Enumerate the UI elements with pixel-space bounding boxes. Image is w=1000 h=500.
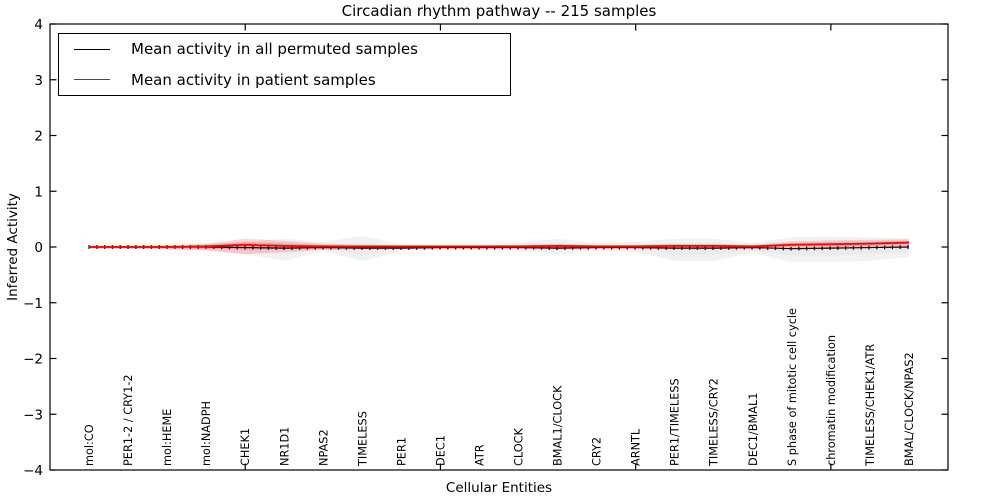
entity-label: PER1-2 / CRY1-2 bbox=[122, 374, 135, 466]
y-tick-label: −1 bbox=[23, 296, 43, 312]
y-tick-label: 0 bbox=[34, 240, 43, 256]
entity-label: mol:HEME bbox=[161, 409, 174, 466]
entity-label: CLOCK bbox=[513, 427, 526, 466]
entity-label: TIMELESS bbox=[356, 411, 369, 467]
y-tick-label: −2 bbox=[23, 352, 43, 368]
permuted-line-swatch bbox=[74, 48, 110, 50]
y-tick-label: −3 bbox=[23, 407, 43, 423]
entity-label: S phase of mitotic cell cycle bbox=[786, 308, 799, 466]
y-tick-label: 1 bbox=[34, 184, 43, 200]
entity-label: DEC1 bbox=[434, 435, 447, 466]
y-tick-label: 4 bbox=[34, 17, 43, 33]
entity-label: NPAS2 bbox=[317, 429, 330, 466]
legend-label-permuted: Mean activity in all permuted samples bbox=[131, 40, 418, 59]
entity-label: CHEK1 bbox=[239, 428, 252, 466]
entity-label: ARNTL bbox=[630, 428, 643, 466]
chart-title: Circadian rhythm pathway -- 215 samples bbox=[341, 2, 657, 20]
entity-label: DEC1/BMAL1 bbox=[747, 393, 760, 466]
entity-label: TIMELESS/CHEK1/ATR bbox=[864, 344, 877, 467]
y-tick-label: 3 bbox=[34, 73, 43, 89]
entity-label: mol:NADPH bbox=[200, 401, 213, 466]
entity-label: PER1/TIMELESS bbox=[669, 378, 682, 466]
x-axis-label: Cellular Entities bbox=[445, 480, 553, 496]
entity-label: mol:CO bbox=[83, 424, 96, 466]
entity-label: PER1 bbox=[395, 437, 408, 466]
y-tick-label: 2 bbox=[34, 129, 43, 145]
patient-band-inner bbox=[89, 240, 909, 250]
permuted-band-outer bbox=[89, 235, 909, 263]
entity-label: NR1D1 bbox=[278, 427, 291, 466]
entity-label: CRY2 bbox=[591, 437, 604, 466]
y-axis-label: Inferred Activity bbox=[5, 193, 21, 301]
legend-label-patient: Mean activity in patient samples bbox=[131, 70, 376, 89]
patient-line-swatch bbox=[74, 79, 110, 81]
entity-label: chromatin modification bbox=[825, 335, 838, 466]
entity-label: BMAL1/CLOCK bbox=[552, 385, 565, 466]
entity-label: ATR bbox=[473, 444, 486, 466]
permuted-mean-line bbox=[89, 246, 909, 250]
patient-mean-line bbox=[89, 241, 909, 248]
entity-label: BMAL/CLOCK/NPAS2 bbox=[903, 352, 916, 466]
legend-box: Mean activity in all permuted samples Me… bbox=[58, 33, 511, 96]
entity-label: TIMELESS/CRY2 bbox=[708, 378, 721, 467]
legend-entry-permuted: Mean activity in all permuted samples bbox=[59, 34, 510, 64]
legend-entry-patient: Mean activity in patient samples bbox=[59, 65, 510, 95]
y-tick-label: −4 bbox=[23, 463, 43, 479]
